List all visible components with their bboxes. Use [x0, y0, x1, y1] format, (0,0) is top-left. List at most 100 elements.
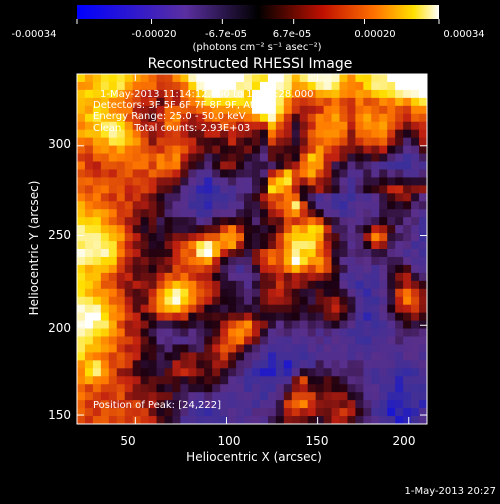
heatmap-cell — [331, 145, 341, 155]
heatmap-cell — [275, 336, 285, 346]
heatmap-cell — [411, 416, 420, 424]
heatmap-cell — [124, 185, 134, 194]
heatmap-cell — [395, 241, 404, 250]
heatmap-cell — [84, 113, 94, 123]
heatmap-cell — [267, 328, 277, 338]
heatmap-cell — [307, 296, 317, 306]
colorbar-ticks — [76, 19, 440, 24]
heatmap-cell — [244, 225, 253, 234]
heatmap-cell — [363, 416, 372, 424]
heatmap-cell — [395, 105, 404, 115]
heatmap-cell — [283, 121, 293, 131]
heatmap-cell — [339, 400, 349, 409]
heatmap-cell — [164, 360, 174, 369]
heatmap-cell — [92, 129, 102, 139]
heatmap-cell — [77, 249, 86, 258]
heatmap-cell — [116, 97, 126, 107]
heatmap-cell — [291, 225, 301, 234]
heatmap-cell — [228, 161, 237, 171]
heatmap-cell — [323, 256, 333, 266]
heatmap-cell — [371, 392, 380, 401]
heatmap-cell — [299, 256, 309, 266]
heatmap-cell — [315, 217, 325, 226]
heatmap-cell — [84, 264, 94, 274]
heatmap-cell — [275, 344, 285, 354]
heatmap-cell — [267, 177, 277, 186]
heatmap-cell — [196, 193, 205, 202]
heatmap-cell — [188, 217, 197, 226]
heatmap-cell — [212, 249, 221, 258]
heatmap-cell — [116, 121, 126, 131]
heatmap-cell — [403, 185, 412, 194]
heatmap-cell — [331, 113, 341, 123]
heatmap-cell — [140, 352, 150, 361]
heatmap-cell — [379, 193, 388, 202]
heatmap-cell — [299, 408, 309, 417]
heatmap-cell — [132, 241, 142, 250]
heatmap-cell — [196, 408, 205, 417]
heatmap-cell — [140, 233, 150, 242]
heatmap-cell — [403, 145, 412, 155]
heatmap-cell — [92, 264, 102, 274]
heatmap-cell — [188, 81, 197, 91]
heatmap-cell — [387, 392, 396, 401]
heatmap-cell — [172, 408, 182, 417]
heatmap-cell — [77, 89, 86, 99]
heatmap-cell — [220, 137, 229, 147]
heatmap-cell — [395, 161, 404, 171]
heatmap-cell — [299, 280, 309, 290]
heatmap-cell — [323, 328, 333, 338]
heatmap-cell — [77, 280, 86, 290]
heatmap-cell — [140, 392, 150, 401]
heatmap-cell — [363, 328, 372, 338]
heatmap-cell — [172, 288, 182, 298]
heatmap-cell — [156, 193, 166, 202]
heatmap-cell — [291, 392, 301, 401]
heatmap-cell — [411, 304, 420, 314]
heatmap-cell — [267, 241, 277, 250]
heatmap-cell — [220, 368, 229, 377]
colorbar: -0.00034 -0.00020 -6.7e-05 6.7e-05 0.000… — [12, 5, 485, 53]
heatmap-cell — [212, 272, 221, 282]
heatmap-cell — [323, 193, 333, 202]
heatmap-cell — [196, 249, 205, 258]
heatmap-cell — [124, 241, 134, 250]
heatmap-cell — [77, 264, 86, 274]
heatmap-cell — [355, 113, 364, 123]
heatmap-cell — [403, 312, 412, 322]
heatmap-cell — [339, 233, 349, 242]
heatmap-cell — [355, 177, 364, 186]
heatmap-cell — [387, 408, 396, 417]
heatmap-cell — [220, 209, 229, 218]
heatmap-cell — [259, 209, 269, 218]
heatmap-cell — [244, 352, 253, 361]
heatmap-cell — [140, 129, 150, 139]
heatmap-cell — [419, 145, 427, 155]
heatmap-cell — [371, 193, 380, 202]
heatmap-cell — [283, 416, 293, 424]
heatmap-cell — [283, 344, 293, 354]
heatmap-cell — [339, 392, 349, 401]
heatmap-cell — [172, 129, 182, 139]
heatmap-cell — [291, 280, 301, 290]
heatmap-cell — [84, 121, 94, 131]
heatmap-cell — [363, 97, 372, 107]
heatmap-cell — [108, 97, 118, 107]
heatmap-cell — [132, 256, 142, 266]
heatmap-cell — [371, 360, 380, 369]
heatmap-cell — [100, 416, 110, 424]
heatmap-cell — [267, 400, 277, 409]
heatmap-cell — [355, 296, 364, 306]
heatmap-cell — [92, 304, 102, 314]
heatmap-cell — [100, 272, 110, 282]
heatmap-cell — [291, 105, 301, 115]
heatmap-cell — [275, 137, 285, 147]
heatmap-cell — [252, 145, 261, 155]
heatmap-cell — [395, 137, 404, 147]
heatmap-cell — [244, 233, 253, 242]
heatmap-cell — [148, 408, 158, 417]
heatmap-cell — [188, 89, 197, 99]
heatmap-cell — [363, 352, 372, 361]
heatmap-cell — [124, 280, 134, 290]
heatmap-cell — [371, 296, 380, 306]
